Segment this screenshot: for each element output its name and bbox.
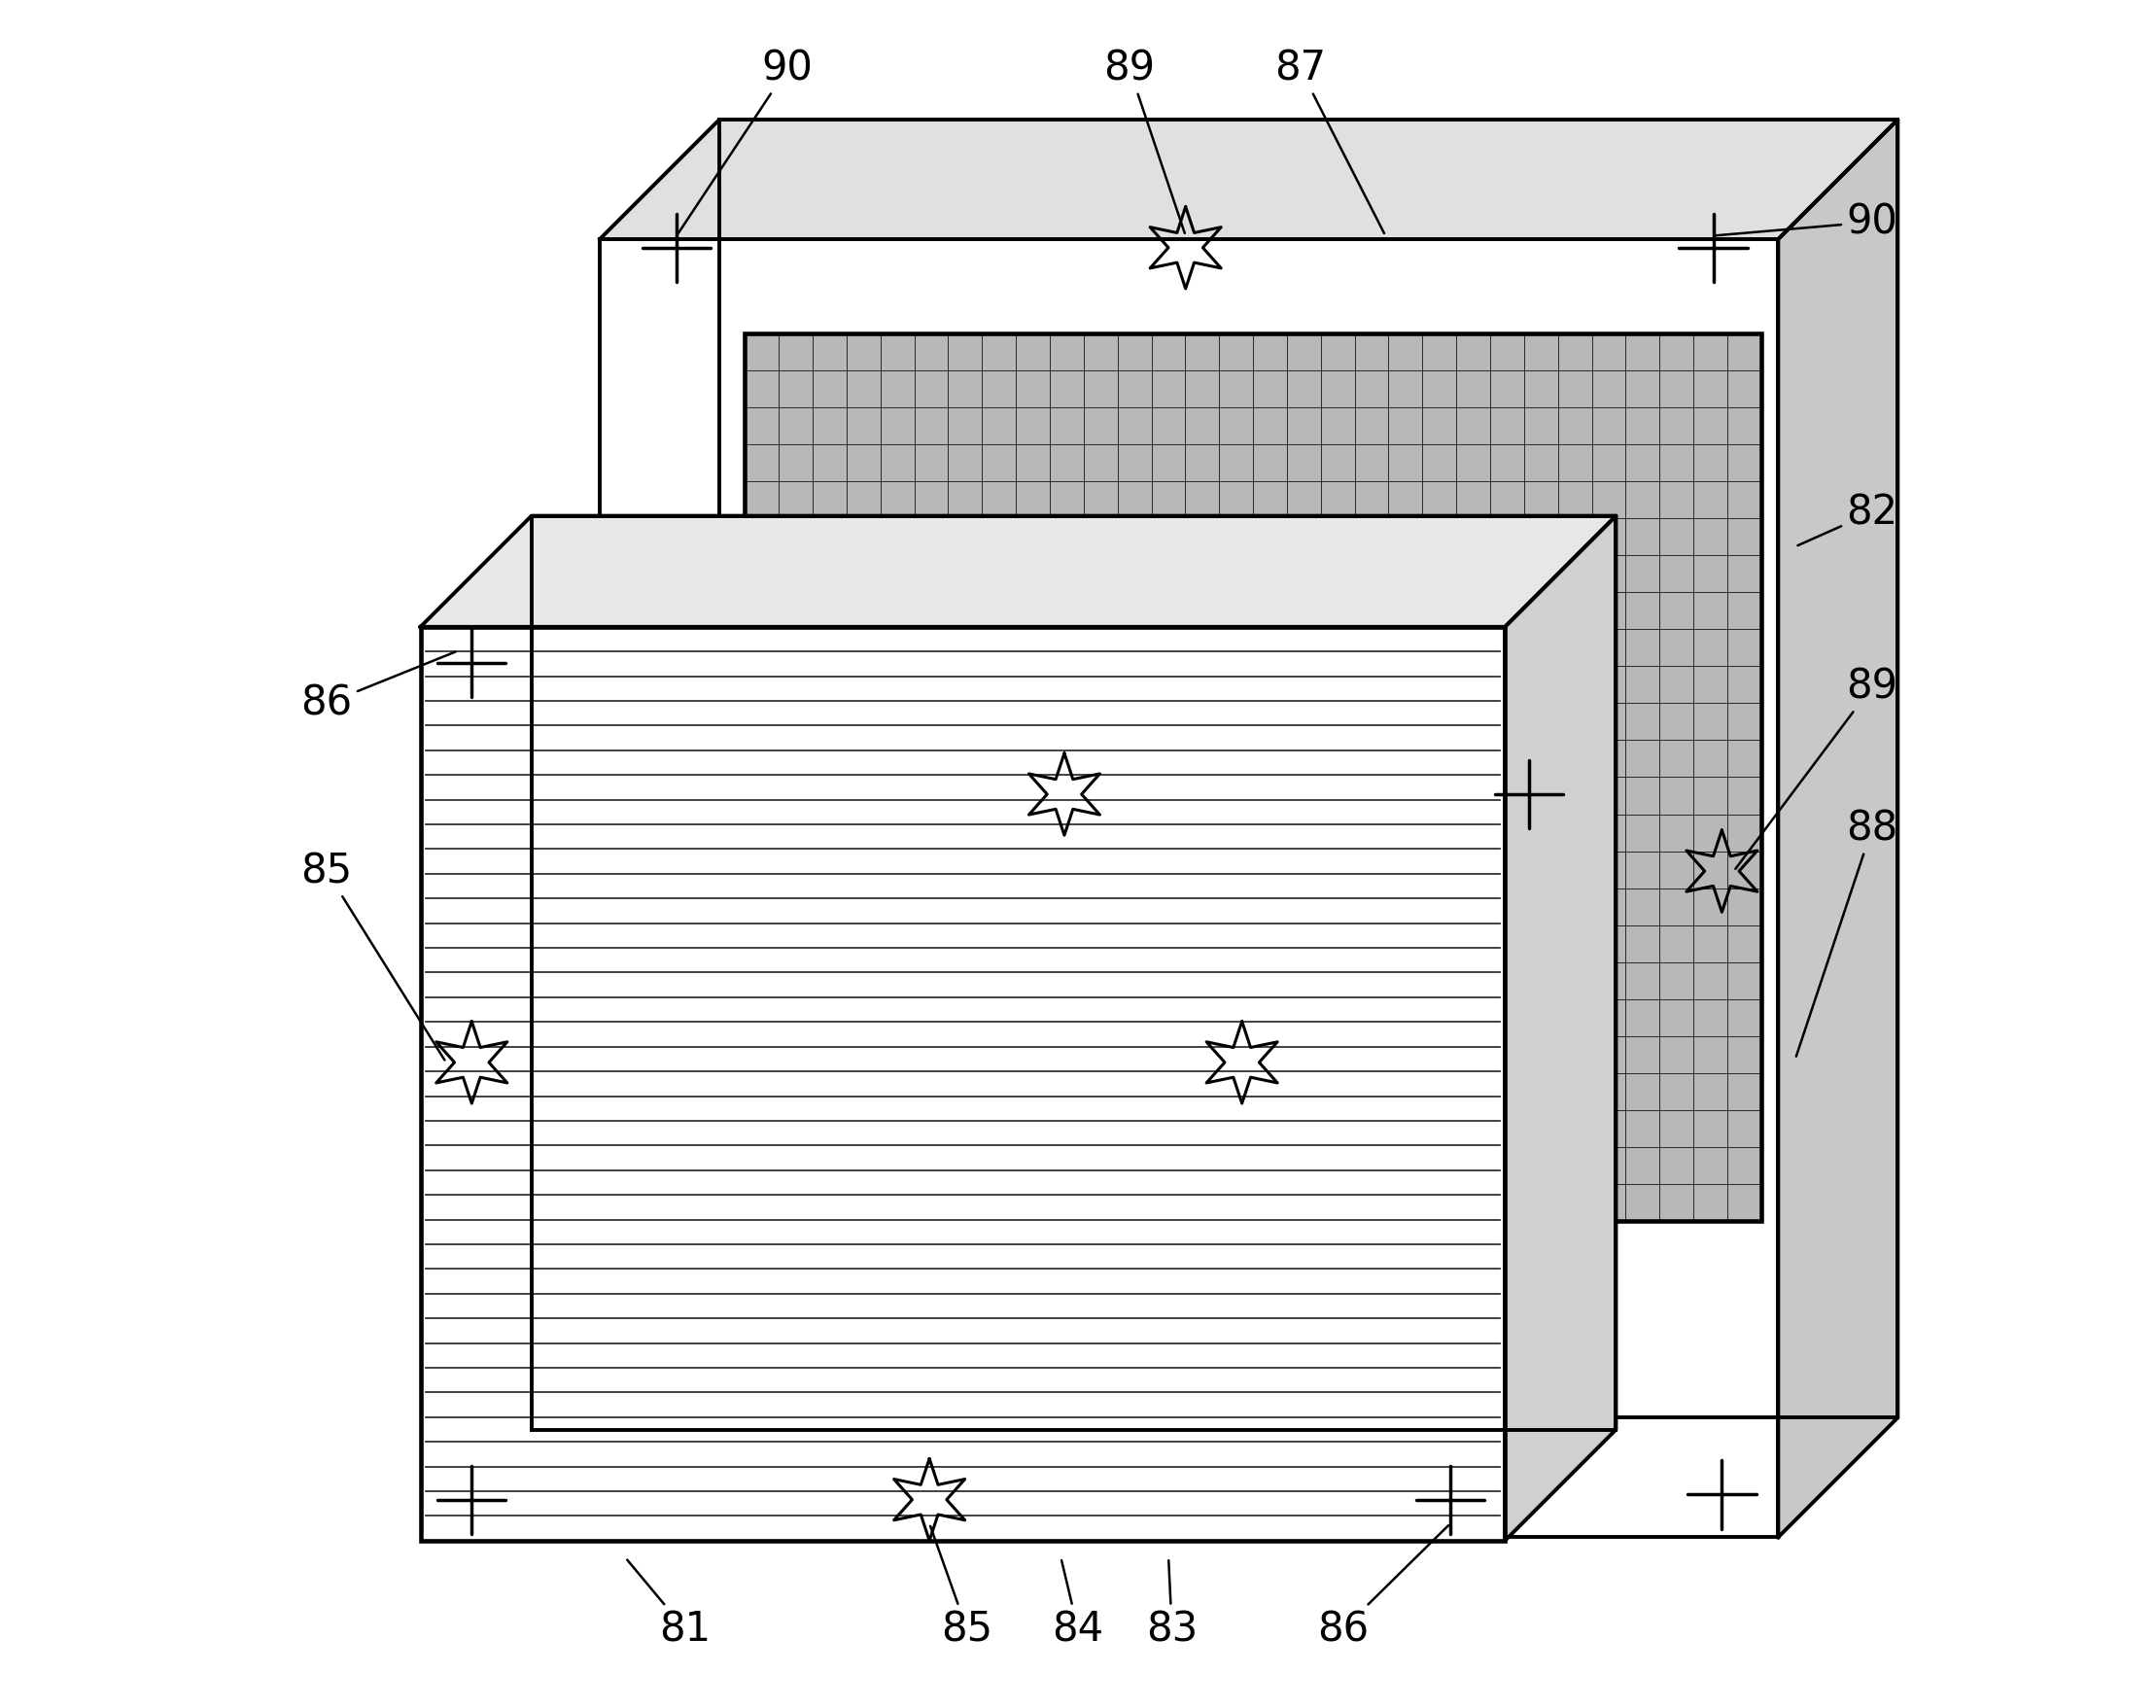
Bar [420, 627, 1505, 1541]
Text: 84: 84 [1052, 1561, 1104, 1650]
Polygon shape [1505, 516, 1617, 1541]
Text: 86: 86 [300, 652, 455, 724]
Polygon shape [599, 120, 1897, 239]
Polygon shape [1779, 120, 1897, 1537]
Text: 86: 86 [1317, 1525, 1449, 1650]
Bar [599, 239, 1779, 1537]
Text: 82: 82 [1798, 492, 1897, 545]
Polygon shape [420, 516, 1617, 627]
Text: 88: 88 [1796, 808, 1897, 1057]
Text: 83: 83 [1147, 1561, 1199, 1650]
Text: 90: 90 [1716, 202, 1897, 243]
Bar [746, 333, 1761, 1221]
Text: 89: 89 [1736, 666, 1897, 869]
Text: 85: 85 [931, 1525, 992, 1650]
Text: 90: 90 [679, 48, 813, 234]
Text: 81: 81 [627, 1559, 711, 1650]
Bar [746, 333, 1761, 1221]
Text: 87: 87 [1274, 48, 1384, 234]
Text: 89: 89 [1104, 48, 1186, 234]
Text: 85: 85 [300, 851, 444, 1061]
Bar [420, 627, 1505, 1541]
